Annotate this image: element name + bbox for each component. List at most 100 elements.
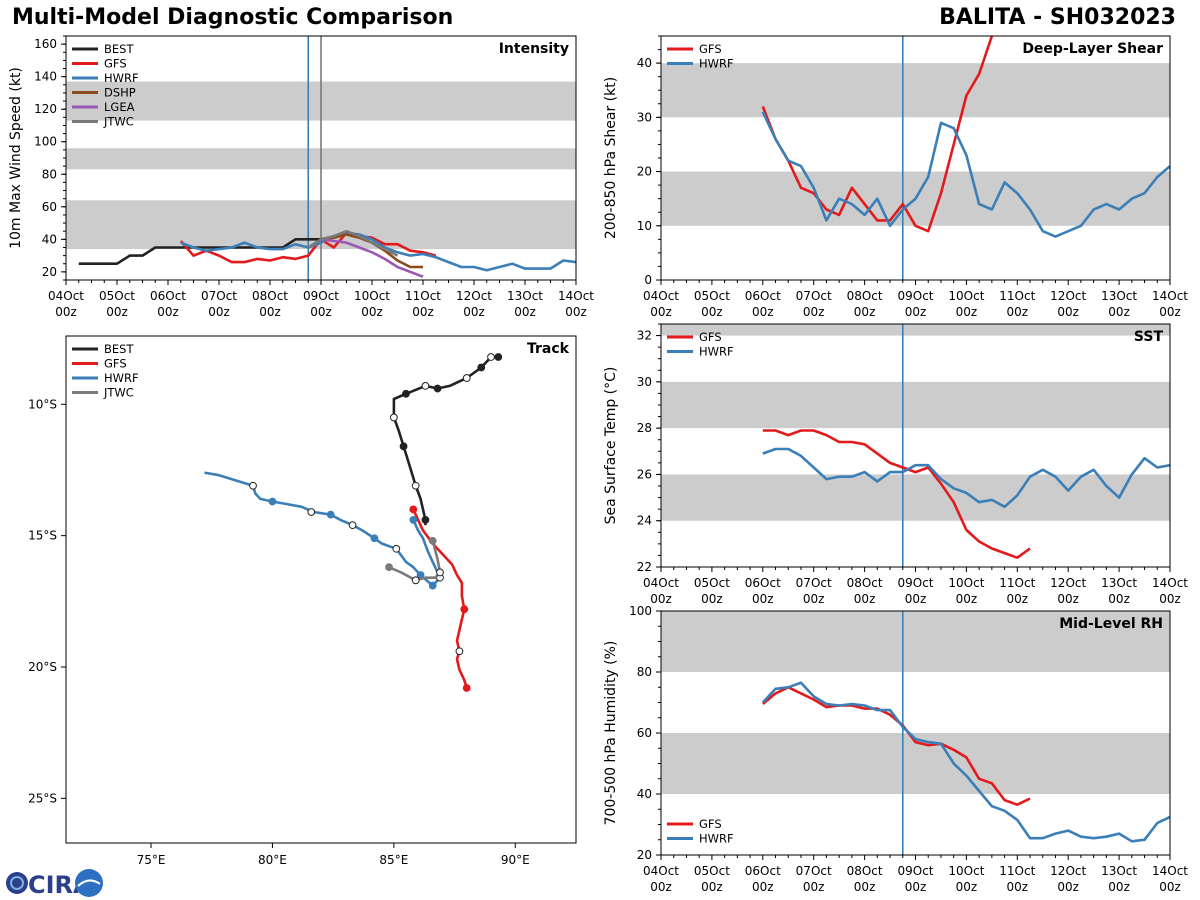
x-tick-label: 11Oct <box>405 289 441 303</box>
y-tick-label: 0 <box>644 273 652 287</box>
logo-globe-icon <box>6 872 28 894</box>
x-tick-label: 04Oct <box>643 864 679 878</box>
logo-swoosh-icon <box>77 879 101 887</box>
panel-title: Intensity <box>499 41 569 57</box>
series-hwrf-line <box>180 231 576 272</box>
x-tick-label: 12Oct <box>1050 864 1086 878</box>
y-tick-label: 40 <box>637 56 652 70</box>
x-tick-label: 00z <box>854 305 876 319</box>
y-tick-label: 60 <box>637 726 652 740</box>
legend-label-hwrf: HWRF <box>104 371 139 385</box>
x-tick-label: 00z <box>1057 880 1079 894</box>
y-tick-label: 22 <box>637 560 652 574</box>
series-hwrf-line <box>762 447 1170 509</box>
figure-title: Multi-Model Diagnostic Comparison <box>12 5 454 30</box>
track-point-hwrf <box>370 534 379 543</box>
panel-shear: 04Oct 00z 05Oct 00z 06Oct 00z 07Oct 00z 08Oct 00z… <box>603 35 1188 319</box>
track-point-best <box>487 353 495 361</box>
plot-area <box>661 324 1170 567</box>
y-tick-label: 25°S <box>28 791 57 805</box>
x-tick-label: 08Oct <box>252 289 288 303</box>
track-point-hwrf <box>307 508 316 516</box>
track-point-hwrf <box>326 510 335 519</box>
x-tick-label: 04Oct <box>643 576 679 590</box>
series-best-line <box>78 238 321 265</box>
legend-label-lgea: LGEA <box>104 100 135 114</box>
x-tick-label: 05Oct <box>694 289 730 303</box>
x-tick-label: 00z <box>854 880 876 894</box>
legend-label-jtwc: JTWC <box>103 115 134 129</box>
x-tick-label: 08Oct <box>847 576 883 590</box>
x-tick-label: 00z <box>1159 305 1181 319</box>
x-tick-label: 00z <box>752 880 774 894</box>
legend-label-dshp: DSHP <box>104 86 136 100</box>
panel-intensity: 04Oct 00z 05Oct 00z 06Oct 00z 07Oct 00z 08Oct 00z… <box>8 35 594 319</box>
track-point-hwrf <box>428 581 437 590</box>
y-tick-label: 40 <box>42 232 57 246</box>
x-tick-label: 00z <box>650 592 672 606</box>
x-tick-label: 12Oct <box>1050 289 1086 303</box>
series-jtwc-line <box>388 540 442 582</box>
x-tick-label: 00z <box>956 305 978 319</box>
track-point-jtwc <box>411 576 420 585</box>
x-tick-label: 13Oct <box>1101 576 1137 590</box>
x-tick-label: 00z <box>1108 880 1130 894</box>
x-tick-label: 05Oct <box>99 289 135 303</box>
y-tick-label: 120 <box>34 102 57 116</box>
y-axis-label: Sea Surface Temp (°C) <box>603 367 619 525</box>
track-point-jtwc <box>428 537 437 545</box>
y-tick-label: 28 <box>637 421 652 435</box>
panel-track: 75°E 80°E 85°E 90°E 10°S 15°S 20°S 25°S Track BES… <box>28 335 577 867</box>
track-point-gfs <box>409 505 418 514</box>
logo-emblem-icon <box>75 869 103 897</box>
x-tick-label: 07Oct <box>796 289 832 303</box>
x-tick-label: 07Oct <box>796 864 832 878</box>
x-tick-label: 06Oct <box>745 289 781 303</box>
x-tick-label: 00z <box>463 305 485 319</box>
y-tick-label: 32 <box>637 329 652 343</box>
x-tick-label: 11Oct <box>999 864 1035 878</box>
x-tick-label: 00z <box>803 305 825 319</box>
x-tick-label: 00z <box>412 305 434 319</box>
x-tick-label: 09Oct <box>897 289 933 303</box>
x-tick-label: 07Oct <box>796 576 832 590</box>
x-tick-label: 06Oct <box>745 576 781 590</box>
series-gfs-line <box>412 508 468 689</box>
x-tick-label: 14Oct <box>558 289 594 303</box>
x-tick-label: 08Oct <box>847 289 883 303</box>
x-tick-label: 13Oct <box>1101 289 1137 303</box>
y-tick-label: 80 <box>637 665 652 679</box>
x-tick-label: 00z <box>1159 592 1181 606</box>
x-tick-label: 75°E <box>137 853 166 867</box>
y-tick-label: 60 <box>42 200 57 214</box>
x-tick-label: 00z <box>259 305 281 319</box>
x-tick-label: 00z <box>854 592 876 606</box>
y-tick-label: 20 <box>637 165 652 179</box>
x-tick-label: 00z <box>1108 305 1130 319</box>
x-tick-label: 10Oct <box>354 289 390 303</box>
x-tick-label: 80°E <box>258 853 287 867</box>
track-point-hwrf <box>409 515 418 524</box>
track-point-hwrf <box>348 521 357 530</box>
y-tick-label: 10 <box>637 219 652 233</box>
plot-area <box>204 353 503 692</box>
y-tick-label: 30 <box>637 375 652 389</box>
x-tick-label: 00z <box>1108 592 1130 606</box>
x-tick-label: 00z <box>701 305 723 319</box>
storm-id: BALITA - SH032023 <box>939 5 1176 30</box>
x-tick-label: 10Oct <box>948 289 984 303</box>
x-tick-label: 05Oct <box>694 576 730 590</box>
y-tick-label: 30 <box>637 110 652 124</box>
panel-title: Track <box>527 341 570 357</box>
x-tick-label: 00z <box>55 305 77 319</box>
legend-label-hwrf: HWRF <box>699 345 734 359</box>
x-tick-label: 00z <box>514 305 536 319</box>
x-tick-label: 06Oct <box>150 289 186 303</box>
x-tick-label: 00z <box>803 592 825 606</box>
series-lgea-line <box>320 238 424 278</box>
track-point-best <box>494 353 503 361</box>
